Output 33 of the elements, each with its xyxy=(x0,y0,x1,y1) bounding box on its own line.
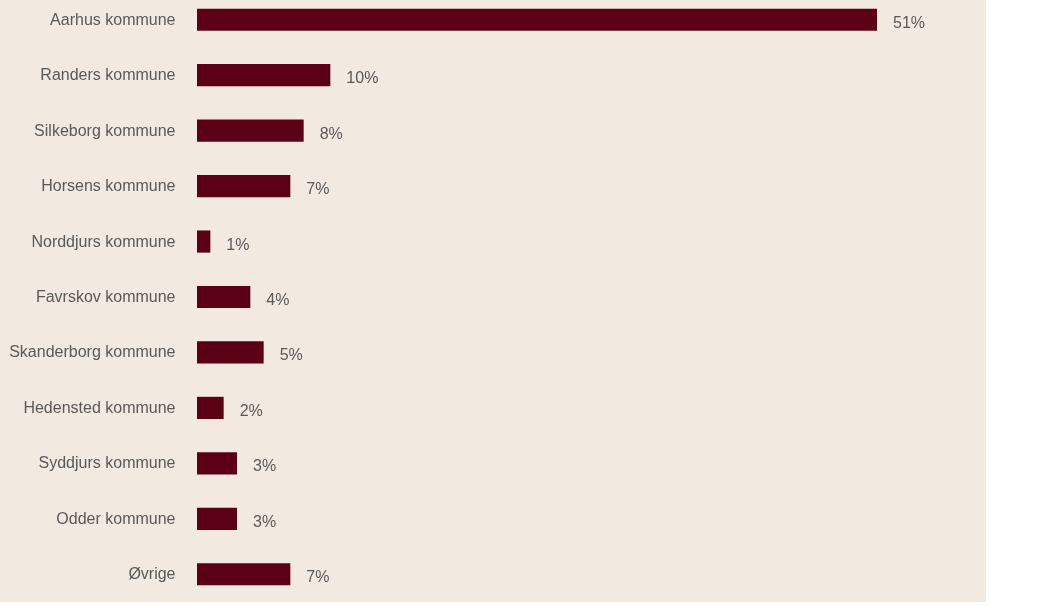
y-tick-label: Hedensted kommune xyxy=(23,398,176,416)
data-label: 8% xyxy=(319,124,343,142)
data-label: 3% xyxy=(253,512,277,530)
bar xyxy=(197,396,224,419)
y-tick-label: Syddjurs kommune xyxy=(38,454,176,472)
bar xyxy=(197,563,291,586)
y-tick-label: Skanderborg kommune xyxy=(9,343,176,361)
data-label: 5% xyxy=(279,346,303,364)
bar xyxy=(197,64,331,87)
bar xyxy=(197,175,291,198)
y-tick-label: Randers kommune xyxy=(40,66,176,84)
y-tick-label: Aarhus kommune xyxy=(50,10,176,28)
bar xyxy=(197,507,237,530)
data-label: 51% xyxy=(893,13,926,31)
bar xyxy=(197,341,264,364)
bar xyxy=(197,230,211,253)
bar xyxy=(197,285,251,309)
data-label: 3% xyxy=(253,457,277,475)
data-label: 4% xyxy=(266,291,290,308)
y-tick-label: Øvrige xyxy=(128,565,176,583)
bar xyxy=(197,119,304,142)
data-label: 7% xyxy=(306,568,330,586)
y-tick-label: Horsens kommune xyxy=(41,177,176,195)
bar xyxy=(197,452,237,475)
y-tick-label: Odder kommune xyxy=(56,509,176,527)
data-label: 1% xyxy=(226,235,250,253)
y-tick-label: Favrskov kommune xyxy=(35,288,176,305)
data-label: 2% xyxy=(239,401,263,419)
y-tick-label: Silkeborg kommune xyxy=(34,121,176,139)
data-label: 7% xyxy=(306,180,330,198)
y-tick-label: Norddjurs kommune xyxy=(31,232,176,250)
bar xyxy=(197,8,877,31)
data-label: 10% xyxy=(346,69,379,87)
